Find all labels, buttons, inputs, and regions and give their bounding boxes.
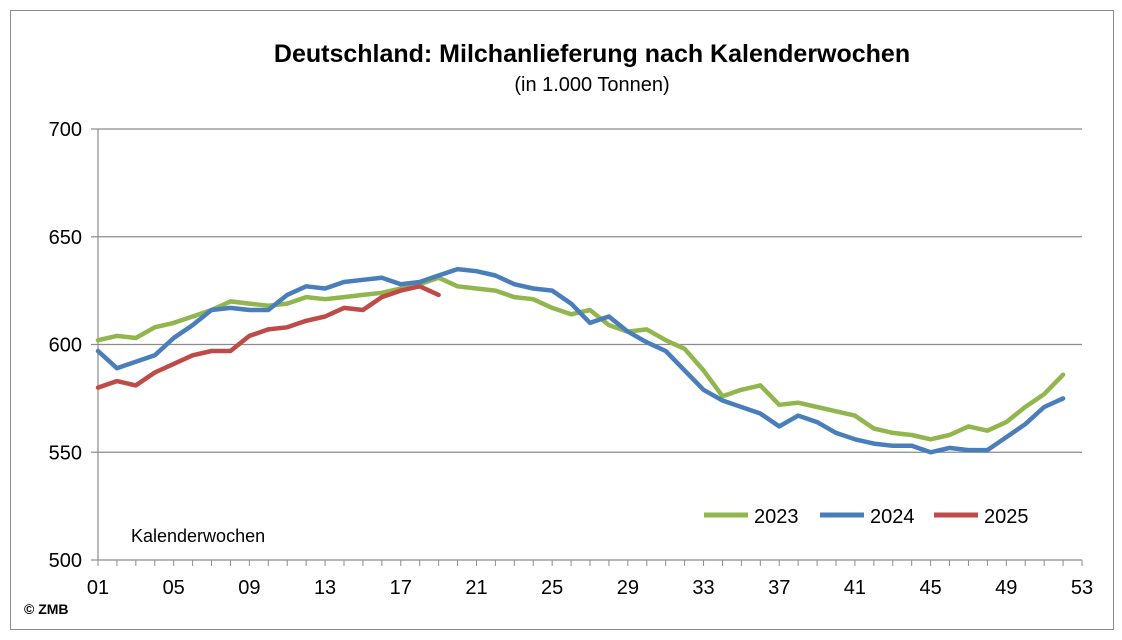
y-tick-label: 650	[49, 227, 82, 249]
y-tick-label: 600	[49, 335, 82, 357]
x-tick-label: 53	[1071, 577, 1093, 599]
legend: 2023 2024 2025	[704, 506, 1029, 528]
chart-subtitle: (in 1.000 Tonnen)	[514, 74, 670, 96]
x-tick-label: 29	[617, 577, 639, 599]
x-tick-label: 13	[314, 577, 336, 599]
legend-label-2023: 2023	[754, 506, 799, 528]
x-tick-label: 09	[238, 577, 260, 599]
x-tick-label: 01	[87, 577, 109, 599]
copyright-label: © ZMB	[24, 601, 69, 617]
chart-title: Deutschland: Milchanlieferung nach Kalen…	[273, 40, 911, 68]
x-tick-label: 41	[844, 577, 866, 599]
x-tick-label: 17	[390, 577, 412, 599]
x-tick-label: 49	[995, 577, 1017, 599]
series-line-2023	[95, 275, 1066, 442]
grid-lines	[98, 128, 1082, 453]
x-tick-label: 33	[692, 577, 714, 599]
y-tick-label: 500	[49, 550, 82, 572]
legend-label-2025: 2025	[984, 506, 1029, 528]
series-lines	[95, 266, 1066, 455]
chart-frame	[10, 10, 1114, 630]
x-tick-label: 25	[541, 577, 563, 599]
y-tick-label: 700	[49, 119, 82, 141]
x-axis-label: Kalenderwochen	[131, 526, 265, 546]
x-tick-label: 37	[768, 577, 790, 599]
series-line-2025	[95, 284, 441, 390]
x-tick-label: 21	[465, 577, 487, 599]
y-tick-label: 550	[49, 442, 82, 464]
y-tick-labels: 500 550 600 650 700	[49, 119, 82, 572]
legend-label-2024: 2024	[870, 506, 915, 528]
x-tick-label: 05	[163, 577, 185, 599]
x-tick-labels: 01 05 09 13 17 21 25 29 33 37 41 45 49 53	[87, 577, 1093, 599]
series-line-2024	[95, 266, 1066, 455]
x-tick-label: 45	[919, 577, 941, 599]
axes	[91, 128, 1083, 566]
